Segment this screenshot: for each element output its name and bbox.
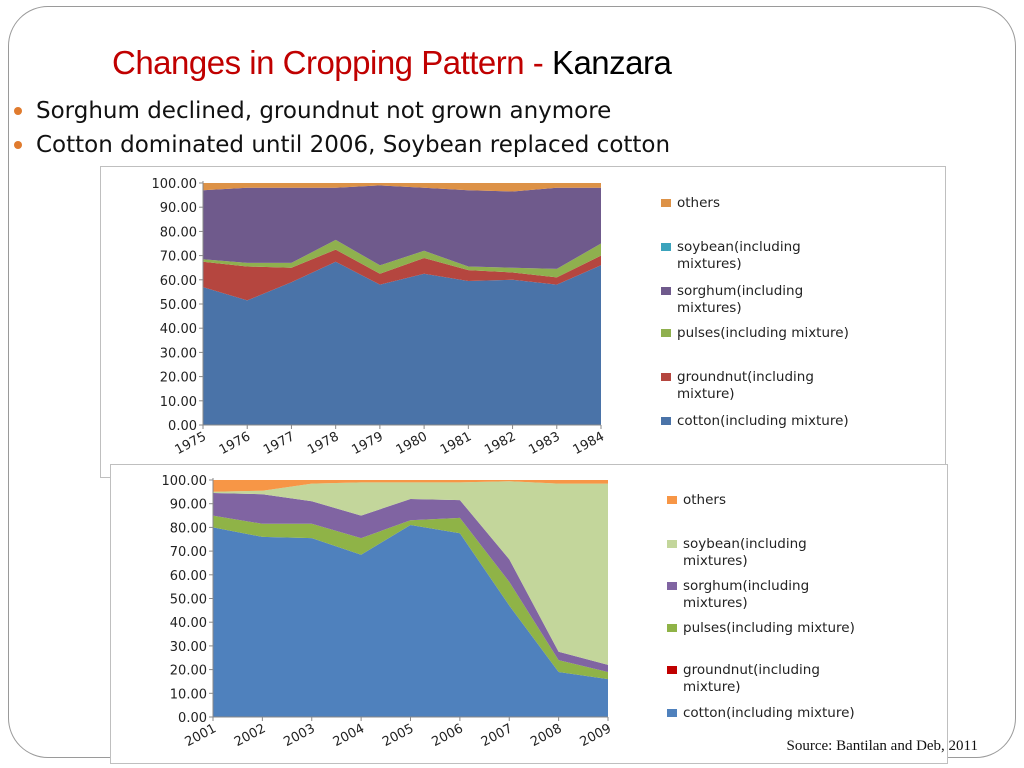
area-series-5 (213, 480, 608, 492)
legend-swatch (661, 417, 671, 425)
y-tick-label: 70.00 (160, 250, 197, 265)
bullet-text: Cotton dominated until 2006, Soybean rep… (36, 132, 671, 158)
legend-label: pulses(including mixture) (683, 620, 855, 636)
y-tick-label: 20.00 (160, 371, 197, 386)
legend-label: soybean(including (677, 239, 801, 255)
area-series-5 (203, 183, 601, 192)
legend-swatch (661, 373, 671, 381)
x-tick-label: 2006 (429, 721, 465, 750)
y-tick-label: 40.00 (160, 322, 197, 337)
x-tick-label: 2004 (331, 721, 367, 750)
y-tick-label: 10.00 (160, 395, 197, 410)
legend-label: pulses(including mixture) (677, 325, 849, 341)
bullet-item: Cotton dominated until 2006, Soybean rep… (14, 128, 670, 162)
legend-label: others (683, 492, 726, 508)
legend-swatch (661, 243, 671, 251)
legend-label: sorghum(including (677, 283, 803, 299)
legend-swatch (661, 329, 671, 337)
y-tick-label: 0.00 (168, 419, 197, 434)
y-tick-label: 80.00 (160, 225, 197, 240)
legend-label: others (677, 195, 720, 211)
bullet-list: Sorghum declined, groundnut not grown an… (14, 94, 670, 162)
y-tick-label: 90.00 (160, 201, 197, 216)
legend-swatch (667, 496, 677, 504)
y-tick-label: 100.00 (162, 474, 208, 489)
area-series-4 (213, 481, 608, 665)
y-tick-label: 60.00 (170, 569, 207, 584)
y-tick-label: 100.00 (152, 177, 198, 192)
legend-label: mixtures) (677, 256, 742, 272)
y-tick-label: 30.00 (160, 346, 197, 361)
legend-label: groundnut(including (677, 369, 814, 385)
y-tick-label: 50.00 (160, 298, 197, 313)
legend-label: cotton(including mixture) (677, 413, 849, 429)
legend-label: mixture) (683, 679, 741, 695)
legend-swatch (667, 540, 677, 548)
y-tick-label: 50.00 (170, 593, 207, 608)
area-series-3 (213, 493, 608, 672)
y-tick-label: 30.00 (170, 640, 207, 655)
chart-2001-2009: 0.00 10.00 20.00 30.00 40.00 50.00 60.00 70.00 8… (110, 464, 948, 764)
x-tick-label: 1977 (261, 429, 297, 458)
y-tick-label: 20.00 (170, 664, 207, 679)
legend-label: mixture) (677, 386, 735, 402)
x-tick-label: 1978 (305, 429, 341, 458)
slide-title: Changes in Cropping Pattern - Kanzara (112, 44, 672, 82)
y-tick-label: 70.00 (170, 545, 207, 560)
y-tick-label: 0.00 (178, 711, 207, 726)
x-tick-label: 2008 (528, 721, 564, 750)
chart-1975-1984-svg: 0.00 10.00 20.00 30.00 40.00 50.00 60.00 70.00 8… (152, 177, 849, 458)
y-tick-label: 80.00 (170, 521, 207, 536)
title-place: Kanzara (551, 44, 672, 81)
x-tick-label: 1984 (571, 429, 607, 458)
area-series-0 (213, 525, 608, 717)
x-tick-label: 2009 (578, 721, 614, 750)
bullet-dot-icon (14, 141, 22, 149)
legend-label: mixtures) (683, 595, 748, 611)
source-note: Source: Bantilan and Deb, 2011 (786, 738, 978, 754)
y-tick-label: 60.00 (160, 274, 197, 289)
legend-label: mixtures) (677, 300, 742, 316)
legend-swatch (667, 582, 677, 590)
x-tick-label: 2007 (479, 721, 515, 750)
chart-2001-2009-svg: 0.00 10.00 20.00 30.00 40.00 50.00 60.00 70.00 8… (162, 474, 855, 750)
x-tick-label: 2003 (281, 721, 317, 750)
area-series-2 (203, 239, 601, 278)
x-tick-label: 1980 (394, 429, 430, 458)
legend-label: sorghum(including (683, 578, 809, 594)
area-series-3 (203, 185, 601, 269)
bullet-dot-icon (14, 107, 22, 115)
bullet-text: Sorghum declined, groundnut not grown an… (36, 98, 612, 124)
legend-swatch (661, 287, 671, 295)
legend-swatch (667, 624, 677, 632)
x-tick-label: 1983 (526, 429, 562, 458)
area-series-1 (203, 249, 601, 301)
x-tick-label: 2002 (232, 721, 268, 750)
chart-1975-1984: 0.00 10.00 20.00 30.00 40.00 50.00 60.00 70.00 8… (100, 166, 946, 478)
legend-swatch (661, 199, 671, 207)
y-tick-label: 10.00 (170, 687, 207, 702)
x-tick-label: 1981 (438, 429, 474, 458)
x-tick-label: 2005 (380, 721, 416, 750)
legend-label: groundnut(including (683, 662, 820, 678)
legend-swatch (667, 666, 677, 674)
x-tick-label: 1982 (482, 429, 518, 458)
legend-label: mixtures) (683, 553, 748, 569)
title-text: Changes in Cropping Pattern - (112, 44, 552, 81)
x-tick-label: 1979 (350, 429, 386, 458)
bullet-item: Sorghum declined, groundnut not grown an… (14, 94, 670, 128)
legend-label: cotton(including mixture) (683, 705, 855, 721)
legend-swatch (667, 709, 677, 717)
y-tick-label: 40.00 (170, 616, 207, 631)
y-tick-label: 90.00 (170, 498, 207, 513)
x-tick-label: 1976 (217, 429, 253, 458)
legend-label: soybean(including (683, 536, 807, 552)
area-series-2 (213, 515, 608, 680)
area-series-0 (203, 261, 601, 425)
